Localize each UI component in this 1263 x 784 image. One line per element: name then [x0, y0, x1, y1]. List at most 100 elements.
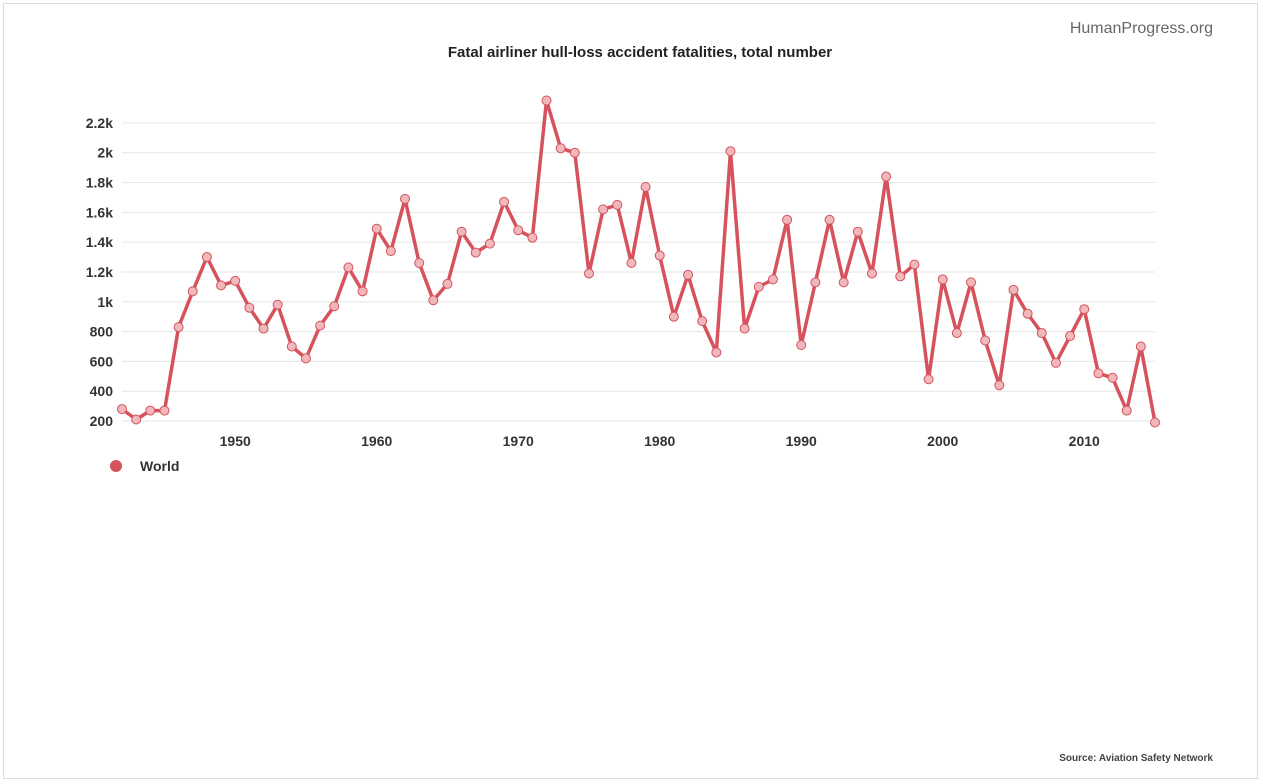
data-point	[895, 271, 906, 282]
brand-label: HumanProgress.org	[1069, 20, 1213, 37]
x-tick-label: 2010	[1069, 433, 1100, 449]
data-point	[555, 143, 566, 154]
data-point	[683, 269, 694, 280]
y-tick-label: 600	[90, 353, 114, 369]
x-tick-label: 2000	[927, 433, 958, 449]
data-point	[980, 335, 991, 346]
x-tick-label: 1960	[361, 433, 392, 449]
data-point	[456, 226, 467, 237]
data-point	[244, 302, 255, 313]
data-point	[286, 341, 297, 352]
data-point	[852, 226, 863, 237]
data-point	[966, 277, 977, 288]
data-point	[527, 232, 538, 243]
data-point	[1022, 308, 1033, 319]
data-point	[1121, 405, 1132, 416]
data-point	[1008, 284, 1019, 295]
data-point	[201, 252, 212, 263]
data-point	[117, 404, 127, 415]
data-point	[513, 225, 524, 236]
data-point	[300, 353, 311, 364]
data-point	[159, 405, 170, 416]
data-point	[923, 374, 934, 385]
data-point	[881, 171, 892, 182]
legend-label-world: World	[140, 458, 180, 474]
data-point	[796, 339, 807, 350]
data-point	[1135, 341, 1146, 352]
source-note: Source: Aviation Safety Network	[1059, 753, 1213, 764]
data-point	[810, 277, 821, 288]
data-point	[145, 405, 156, 416]
y-tick-label: 1.8k	[86, 175, 113, 191]
data-point	[767, 274, 778, 285]
data-point	[994, 380, 1005, 391]
data-point	[626, 258, 637, 269]
data-point	[739, 323, 750, 334]
y-tick-label: 400	[90, 383, 114, 399]
y-tick-label: 2k	[97, 145, 113, 161]
data-point	[357, 286, 368, 297]
data-point	[569, 147, 580, 158]
data-point	[753, 281, 764, 292]
y-tick-label: 200	[90, 413, 114, 429]
data-point	[173, 322, 184, 333]
data-point	[315, 320, 326, 331]
y-axis-ticks: 200 400 600 800 1k 1.2k 1.4k 1.6k 1.8k 2k 2.2k	[86, 115, 113, 429]
data-point	[442, 278, 453, 289]
series-line	[120, 98, 1157, 425]
y-tick-label: 800	[90, 324, 114, 340]
data-point	[428, 295, 439, 306]
data-point	[1107, 372, 1118, 383]
data-point	[866, 268, 877, 279]
y-tick-label: 1.6k	[86, 204, 113, 220]
legend[interactable]: World	[110, 458, 179, 474]
data-point	[484, 238, 495, 249]
data-point	[1093, 368, 1104, 379]
chart-title: Fatal airliner hull-loss accident fatali…	[447, 44, 833, 61]
data-point	[230, 275, 241, 286]
data-point	[1050, 357, 1061, 368]
data-point	[697, 316, 708, 327]
data-point	[414, 258, 425, 269]
data-point	[385, 246, 396, 257]
data-point	[612, 199, 623, 210]
data-point	[838, 277, 849, 288]
series-world	[117, 95, 1160, 428]
data-point	[640, 181, 651, 192]
gridlines	[122, 122, 1155, 422]
data-point	[272, 299, 283, 310]
data-point	[1079, 304, 1090, 315]
x-tick-label: 1980	[644, 433, 675, 449]
data-point	[824, 214, 835, 225]
data-point	[654, 250, 665, 261]
y-tick-label: 1.2k	[86, 264, 113, 280]
data-point	[216, 280, 227, 291]
data-point	[541, 95, 552, 106]
data-point	[187, 286, 198, 297]
data-point	[1150, 417, 1160, 428]
data-point	[598, 204, 609, 215]
data-point	[725, 146, 736, 157]
x-tick-label: 1990	[786, 433, 817, 449]
data-point	[951, 328, 962, 339]
x-axis-ticks: 1950 1960 1970 1980 1990 2000 2010	[220, 433, 1100, 449]
legend-marker-world	[110, 460, 122, 472]
y-tick-label: 1k	[97, 294, 113, 310]
data-point	[668, 311, 679, 322]
data-point	[782, 214, 793, 225]
x-tick-label: 1950	[220, 433, 251, 449]
data-point	[400, 193, 411, 204]
data-point	[711, 347, 722, 358]
data-point	[470, 247, 481, 258]
data-point	[909, 259, 920, 270]
y-tick-label: 1.4k	[86, 234, 113, 250]
data-point	[258, 323, 269, 334]
y-tick-label: 2.2k	[86, 115, 113, 131]
data-point	[499, 196, 510, 207]
data-point	[1065, 331, 1076, 342]
data-point	[343, 262, 354, 273]
data-point	[583, 268, 594, 279]
data-point	[937, 274, 948, 285]
chart-frame	[3, 3, 1258, 779]
